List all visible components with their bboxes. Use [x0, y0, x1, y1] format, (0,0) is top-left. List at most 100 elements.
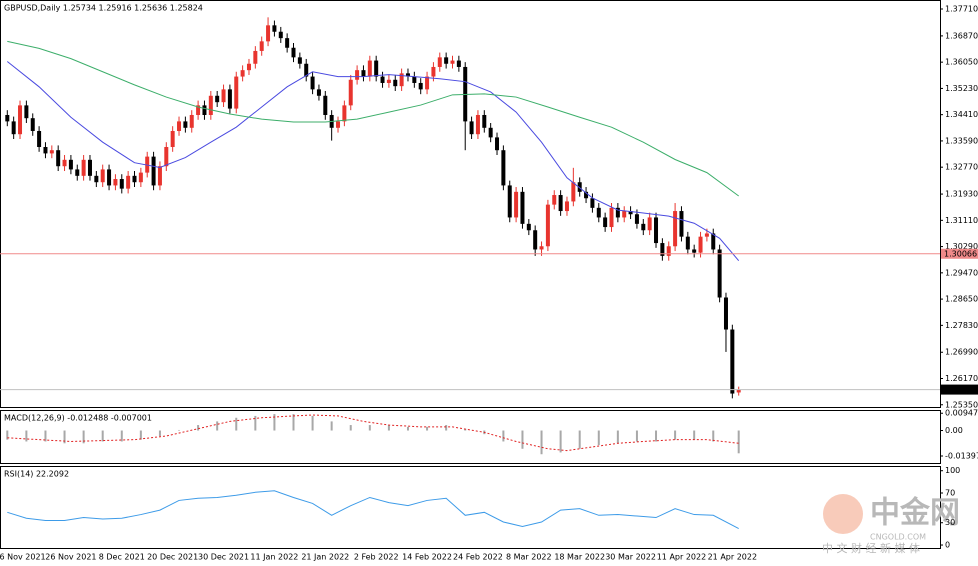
y-tick-label: 1.26990 [945, 348, 978, 357]
candle-body [520, 191, 525, 224]
candle-body [37, 130, 42, 148]
candle-body [30, 118, 35, 131]
candle-body [183, 121, 188, 128]
y-tick-label: 1.29470 [945, 268, 978, 277]
candle-body [660, 243, 665, 256]
macd-bar [521, 430, 524, 449]
x-tick-label: 30 Dec 2021 [198, 553, 249, 562]
candle-body [278, 31, 283, 39]
candle-body [475, 114, 480, 135]
candle-body [56, 150, 61, 167]
candle-body [151, 156, 156, 186]
x-tick-label: 11 Jan 2022 [250, 553, 298, 562]
candle-body [730, 329, 735, 394]
candle-body [482, 114, 487, 128]
candle-body [393, 79, 398, 87]
macd-bar [597, 430, 600, 446]
y-tick-label: 70 [945, 489, 955, 498]
candle-body [514, 191, 519, 218]
macd-pane [0, 410, 941, 464]
candle-body [501, 150, 506, 186]
candle-body [177, 121, 182, 131]
candle-body [266, 25, 271, 42]
y-tick-label: 1.30290 [945, 242, 978, 251]
macd-bar [25, 430, 28, 442]
moving-average [6, 61, 740, 261]
rsi-pane [0, 466, 941, 549]
watermark-logo [823, 494, 863, 534]
chart-title: GBPUSD,Daily 1.25734 1.25916 1.25636 1.2… [4, 4, 203, 13]
macd-bar [674, 430, 677, 440]
watermark-subtitle: CNGOLD.COM [870, 533, 926, 542]
candle-body [704, 233, 709, 237]
candle-body [11, 121, 16, 135]
candle-body [418, 82, 423, 90]
macd-bar [158, 430, 161, 436]
candle-body [431, 66, 436, 77]
candle-body [374, 60, 379, 77]
macd-bar [139, 430, 142, 440]
candle-body [386, 79, 391, 83]
x-tick-label: 26 Nov 2021 [45, 553, 96, 562]
macd-bar [655, 430, 658, 442]
candle-body [43, 147, 48, 154]
candle-body [564, 201, 569, 212]
x-tick-label: 21 Apr 2022 [708, 553, 757, 562]
x-tick-label: 21 Jan 2022 [301, 553, 349, 562]
candle-body [654, 217, 659, 244]
candle-body [246, 63, 251, 71]
candle-body [157, 166, 162, 186]
macd-bar [120, 430, 123, 442]
macd-bar [406, 426, 409, 431]
macd-bar [578, 430, 581, 449]
rsi-title: RSI(14) 22.2092 [4, 470, 69, 479]
candle-body [584, 191, 589, 199]
macd-bar [44, 430, 47, 442]
y-tick-label: 1.28650 [945, 295, 978, 304]
y-tick-label: 1.35230 [945, 84, 978, 93]
x-tick-label: 11 Apr 2022 [657, 553, 706, 562]
candle-body [304, 63, 309, 77]
candle-body [100, 169, 105, 183]
y-tick-label: 30 [945, 518, 955, 527]
macd-bar [559, 430, 562, 453]
y-tick-label: 1.31930 [945, 190, 978, 199]
candle-body [227, 89, 232, 109]
candle-body [234, 76, 239, 109]
candle-body [336, 121, 341, 128]
y-tick-label: 0 [945, 541, 950, 550]
macd-bar [197, 425, 200, 431]
macd-bar [445, 425, 448, 431]
candle-body [202, 105, 207, 115]
candle-body [285, 38, 290, 48]
candle-body [545, 204, 550, 247]
candle-body [119, 179, 124, 189]
macd-bar [426, 426, 429, 431]
candle-body [253, 50, 258, 64]
y-tick-label: 1.32770 [945, 163, 978, 172]
candle-body [539, 246, 544, 250]
macd-bar [6, 430, 9, 440]
macd-bar [540, 430, 543, 455]
candle-body [634, 214, 639, 224]
macd-bar [311, 415, 314, 431]
macd-bar [254, 415, 257, 431]
candle-body [412, 76, 417, 83]
macd-bar [368, 425, 371, 431]
price-line-box [941, 248, 978, 259]
candle-body [164, 147, 169, 167]
y-tick-label: 1.25350 [945, 400, 978, 409]
candle-body [736, 389, 741, 393]
moving-average [7, 40, 739, 197]
candle-body [361, 70, 366, 77]
candle-body [437, 57, 442, 67]
candle-body [609, 207, 614, 228]
candle-body [698, 236, 703, 253]
macd-title: MACD(12,26,9) -0.012488 -0.007001 [4, 414, 152, 423]
x-tick-label: 8 Dec 2021 [99, 553, 145, 562]
candle-body [622, 211, 627, 218]
candle-body [68, 159, 73, 170]
candle-body [208, 95, 213, 115]
x-tick-label: 24 Feb 2022 [453, 553, 503, 562]
